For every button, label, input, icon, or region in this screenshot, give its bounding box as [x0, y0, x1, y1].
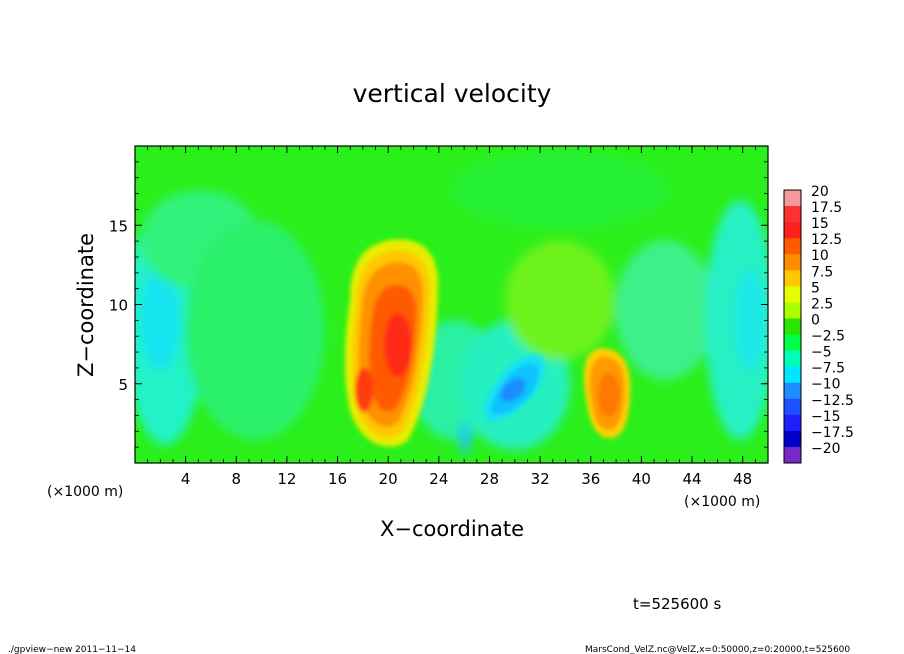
colorbar: 2017.51512.5107.552.50−2.5−5−7.5−10−12.5…	[783, 184, 854, 464]
x-tick-label: 12	[277, 470, 296, 488]
colorbar-swatch	[784, 206, 801, 223]
colorbar-label: 12.5	[811, 232, 842, 248]
colorbar-label: 15	[811, 216, 829, 232]
colorbar-swatch	[784, 366, 801, 384]
x-tick-label: 24	[429, 470, 448, 488]
x-unit-left: (×1000 m)	[47, 484, 123, 500]
colorbar-label: 10	[811, 248, 829, 264]
x-tick-label: 28	[480, 470, 499, 488]
colorbar-label: 17.5	[811, 200, 842, 216]
colorbar-swatch	[784, 334, 801, 352]
y-tick-label: 10	[109, 297, 128, 315]
x-tick-label: 44	[682, 470, 701, 488]
colorbar-swatch	[784, 318, 801, 336]
footer-right: MarsCond_VelZ.nc@VelZ,x=0:50000,z=0:2000…	[585, 645, 850, 654]
colorbar-swatch	[784, 238, 801, 255]
chart-title: vertical velocity	[353, 79, 552, 108]
y-axis-label: Z−coordinate	[74, 233, 98, 377]
colorbar-swatch	[784, 382, 801, 400]
x-axis-label: X−coordinate	[380, 517, 524, 541]
y-tick-label: 5	[118, 376, 128, 394]
colorbar-frame	[783, 189, 802, 464]
colorbar-label: −17.5	[811, 425, 854, 441]
x-tick-label: 8	[232, 470, 242, 488]
x-tick-label: 32	[531, 470, 550, 488]
colorbar-label: −7.5	[811, 361, 845, 377]
colorbar-swatch	[784, 190, 801, 207]
colorbar-swatch	[784, 302, 801, 319]
velocity-field	[135, 146, 768, 463]
colorbar-swatch	[784, 270, 801, 287]
colorbar-label: −12.5	[811, 393, 854, 409]
colorbar-swatch	[784, 254, 801, 271]
colorbar-swatch	[784, 350, 801, 368]
x-unit-right: (×1000 m)	[684, 494, 760, 510]
colorbar-label: 0	[811, 312, 820, 328]
y-axis-ticks: 5 10 15	[109, 161, 768, 448]
colorbar-label: 7.5	[811, 264, 833, 280]
colorbar-swatch	[784, 398, 801, 416]
time-label: t=525600 s	[633, 595, 721, 613]
colorbar-label: 2.5	[811, 296, 833, 312]
x-tick-label: 48	[733, 470, 752, 488]
colorbar-swatch	[784, 286, 801, 303]
y-tick-label: 15	[109, 217, 128, 235]
colorbar-label: −5	[811, 345, 832, 361]
colorbar-swatch	[784, 222, 801, 239]
x-tick-label: 40	[632, 470, 651, 488]
x-tick-label: 36	[581, 470, 600, 488]
x-tick-label: 4	[181, 470, 191, 488]
colorbar-swatch	[784, 446, 801, 464]
x-axis-ticks: 4 8 12 16 20 24 28 32 36 40 44 48	[147, 146, 756, 488]
colorbar-label: −10	[811, 377, 841, 393]
footer-left: ./gpview−new 2011−11−14	[8, 645, 136, 654]
colorbar-label: −2.5	[811, 329, 845, 345]
colorbar-swatch	[784, 430, 801, 448]
colorbar-label: −20	[811, 441, 841, 457]
x-tick-label: 16	[328, 470, 347, 488]
colorbar-label: 5	[811, 280, 820, 296]
colorbar-label: −15	[811, 409, 841, 425]
x-tick-label: 20	[379, 470, 398, 488]
colorbar-label: 20	[811, 184, 829, 200]
colorbar-swatch	[784, 414, 801, 432]
